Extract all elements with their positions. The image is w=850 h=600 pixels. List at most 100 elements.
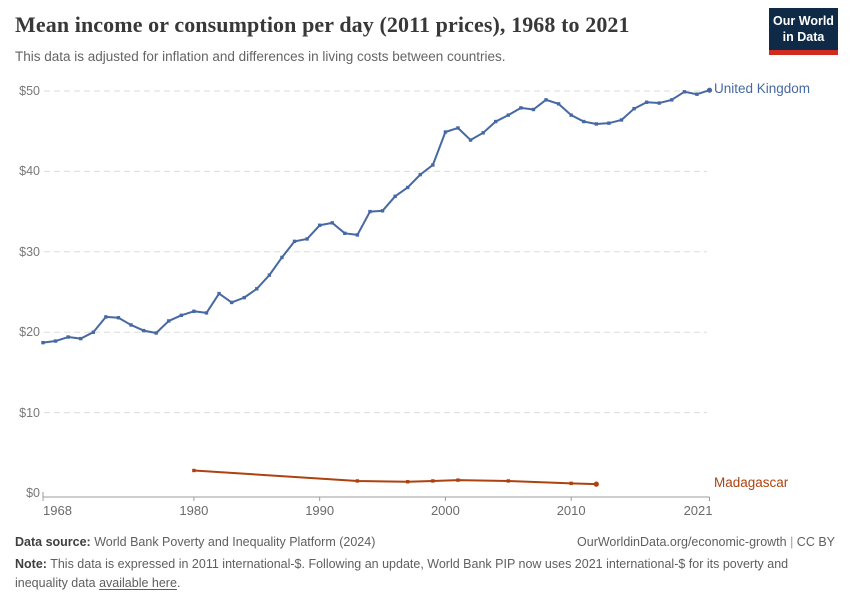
data-point-marker: [456, 478, 460, 482]
y-axis-tick-label: $0: [26, 486, 40, 500]
series-end-marker: [593, 481, 599, 487]
data-point-marker: [129, 323, 133, 327]
note: Note: This data is expressed in 2011 int…: [15, 555, 835, 593]
data-point-marker: [657, 101, 661, 105]
data-point-marker: [632, 106, 636, 111]
data-point-marker: [41, 340, 45, 345]
data-point-marker: [380, 209, 385, 213]
data-point-marker: [242, 295, 246, 300]
line-series-united-kingdom[interactable]: [41, 87, 713, 345]
owid-logo[interactable]: Our World in Data: [769, 8, 838, 56]
y-axis-tick-label: $10: [19, 405, 40, 420]
chart-footer: Data source: World Bank Poverty and Ineq…: [15, 533, 835, 592]
owid-logo-text-line2: in Data: [782, 29, 825, 44]
data-point-marker: [544, 98, 548, 102]
series-end-marker: [706, 87, 713, 93]
data-point-marker: [179, 313, 184, 318]
y-axis-tick-label: $40: [19, 164, 40, 179]
data-point-marker: [619, 118, 624, 122]
data-point-marker: [456, 126, 460, 130]
data-point-marker: [531, 107, 536, 112]
data-point-marker: [255, 287, 259, 291]
x-axis-tick-label: 2021: [683, 503, 713, 518]
owid-logo-text-line1: Our World: [773, 14, 834, 28]
x-axis-tick-label: 1990: [305, 503, 335, 518]
data-point-marker: [343, 231, 347, 236]
data-point-marker: [66, 335, 70, 339]
data-point-marker: [305, 237, 309, 241]
data-point-marker: [204, 311, 209, 315]
data-point-marker: [167, 319, 171, 323]
data-point-marker: [569, 113, 573, 117]
data-point-marker: [443, 130, 448, 134]
data-source: Data source: World Bank Poverty and Ineq…: [15, 533, 375, 552]
data-point-marker: [519, 106, 523, 110]
data-point-marker: [468, 138, 473, 142]
data-source-label: Data source:: [15, 535, 91, 549]
data-point-marker: [393, 194, 397, 199]
data-point-marker: [217, 291, 221, 296]
data-point-marker: [330, 221, 334, 225]
note-link[interactable]: available here: [99, 575, 177, 590]
data-source-value: World Bank Poverty and Inequality Platfo…: [90, 535, 376, 549]
data-point-marker: [280, 255, 284, 260]
line-series-madagascar[interactable]: [192, 468, 599, 487]
data-point-marker: [582, 119, 586, 124]
data-point-marker: [594, 122, 599, 126]
data-point-marker: [91, 330, 96, 334]
data-point-marker: [192, 468, 196, 473]
attribution-separator: |: [786, 535, 797, 549]
data-point-marker: [53, 339, 58, 343]
data-point-marker: [431, 479, 435, 483]
data-point-marker: [569, 481, 573, 486]
x-axis-tick-label: 2000: [430, 503, 460, 518]
x-axis-tick-label: 1968: [43, 503, 72, 518]
data-point-marker: [494, 119, 498, 124]
data-point-marker: [644, 100, 649, 104]
data-point-marker: [670, 98, 674, 102]
data-point-marker: [267, 273, 272, 277]
data-point-marker: [116, 316, 121, 320]
series-line: [193, 469, 597, 486]
y-axis-tick-label: $50: [19, 84, 40, 98]
data-point-marker: [79, 336, 83, 341]
data-point-marker: [368, 209, 372, 214]
x-axis-tick-label: 1980: [179, 503, 209, 518]
data-point-marker: [506, 479, 510, 483]
y-axis-tick-label: $30: [19, 244, 40, 259]
data-point-marker: [607, 121, 611, 125]
data-point-marker: [556, 102, 561, 106]
attribution: OurWorldinData.org/economic-growth | CC …: [577, 533, 835, 552]
series-line: [42, 89, 710, 344]
data-point-marker: [104, 315, 108, 319]
data-point-marker: [506, 113, 510, 117]
data-point-marker: [141, 328, 146, 333]
data-point-marker: [481, 131, 485, 135]
data-point-marker: [355, 233, 360, 237]
data-point-marker: [405, 185, 410, 190]
data-point-marker: [292, 239, 297, 244]
data-point-marker: [229, 300, 234, 305]
series-label-united-kingdom[interactable]: United Kingdom: [714, 81, 811, 97]
note-text-end: .: [176, 575, 181, 590]
note-label: Note:: [15, 556, 47, 571]
data-point-marker: [418, 172, 422, 177]
data-point-marker: [355, 479, 360, 483]
data-point-marker: [695, 92, 699, 96]
data-point-marker: [317, 223, 322, 227]
attribution-link[interactable]: OurWorldinData.org/economic-growth: [577, 535, 787, 549]
y-axis-tick-label: $20: [19, 325, 40, 340]
chart-subtitle: This data is adjusted for inflation and …: [15, 49, 506, 64]
note-text: This data is expressed in 2011 internati…: [15, 556, 789, 590]
data-point-marker: [154, 331, 158, 335]
series-label-madagascar[interactable]: Madagascar: [714, 475, 789, 491]
x-axis-tick-label: 2010: [556, 503, 586, 518]
chart-title: Mean income or consumption per day (2011…: [15, 12, 630, 37]
data-point-marker: [405, 480, 410, 484]
data-point-marker: [192, 309, 196, 313]
license-label: CC BY: [796, 535, 835, 549]
data-point-marker: [682, 90, 687, 94]
